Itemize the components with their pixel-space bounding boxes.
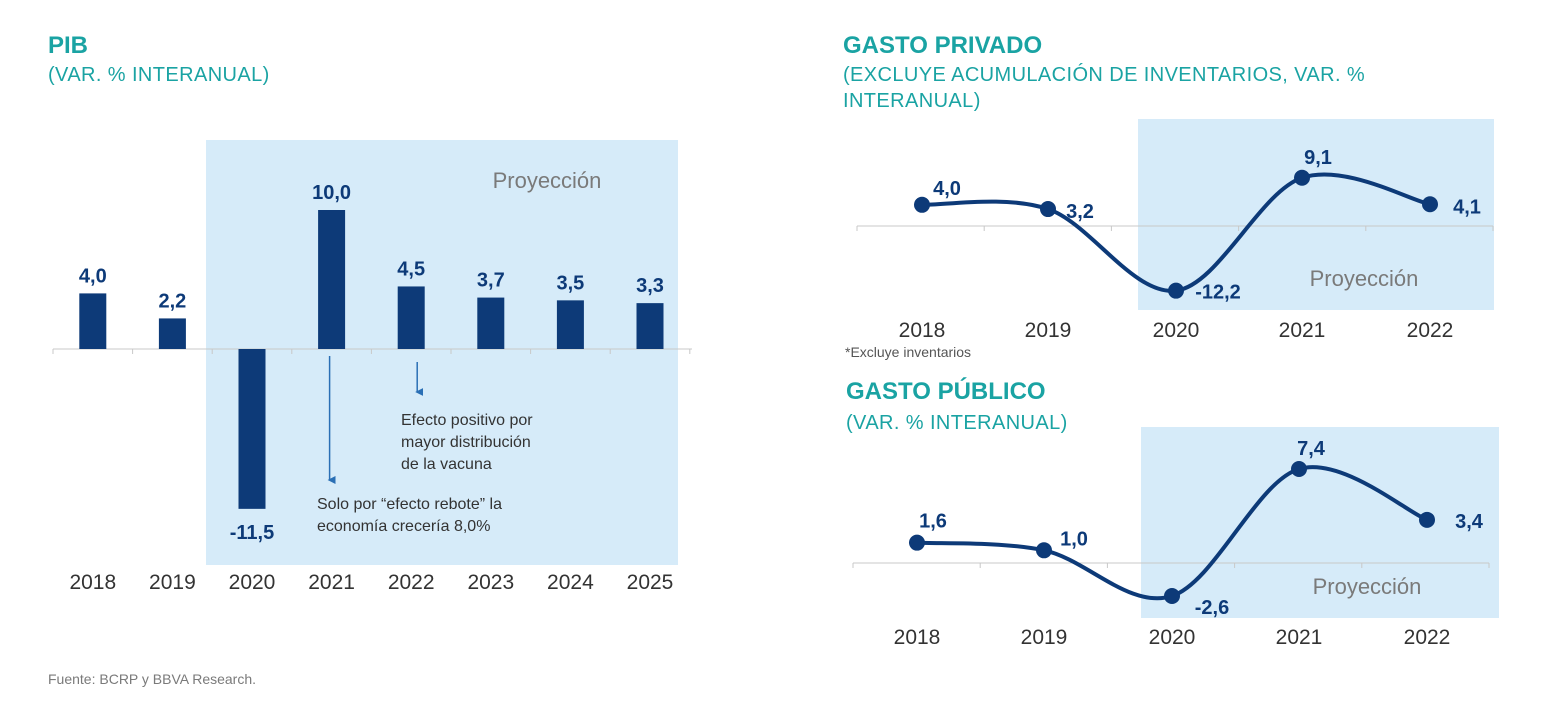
gasto-publico-title: GASTO PÚBLICO <box>846 378 1046 405</box>
gasto-privado-point-2018 <box>914 196 930 213</box>
pib-x-tick-2020: 2020 <box>229 571 276 594</box>
pib-data-label-2020: -11,5 <box>230 522 274 544</box>
gasto-privado-point-2020 <box>1168 282 1184 299</box>
gasto-publico-data-label-2022: 3,4 <box>1455 511 1484 533</box>
gasto-privado-x-tick-2022: 2022 <box>1407 319 1454 342</box>
gasto-privado-subtitle-line-1: (EXCLUYE ACUMULACIÓN DE INVENTARIOS, VAR… <box>843 64 1366 86</box>
gasto-publico-point-2019 <box>1036 542 1052 559</box>
pib-x-tick-2024: 2024 <box>547 571 594 594</box>
pib-data-label-2023: 3,7 <box>477 270 505 292</box>
pib-x-tick-2018: 2018 <box>69 571 116 594</box>
pib-bar-2023 <box>477 297 505 349</box>
pib-x-tick-2019: 2019 <box>149 571 196 594</box>
gasto-publico-projection-area <box>1141 427 1499 618</box>
gasto-privado-data-label-2020: -12,2 <box>1195 282 1241 304</box>
pib-annotation-2022-line: Efecto positivo por <box>401 412 533 429</box>
gasto-publico-x-tick-2020: 2020 <box>1149 626 1196 649</box>
pib-annotation-2021-line: economía crecería 8,0% <box>317 518 490 535</box>
pib-annotation-2022-line: mayor distribución <box>401 434 531 451</box>
gasto-publico-x-tick-2019: 2019 <box>1021 626 1068 649</box>
gasto-publico-data-label-2019: 1,0 <box>1060 528 1088 550</box>
gasto-privado-projection-label: Proyección <box>1310 266 1419 291</box>
gasto-publico-subtitle: (VAR. % INTERANUAL) <box>846 412 1068 434</box>
pib-x-tick-2021: 2021 <box>308 571 355 594</box>
gasto-privado-data-label-2022: 4,1 <box>1453 196 1481 218</box>
gasto-privado-point-2022 <box>1422 196 1438 213</box>
pib-x-tick-2025: 2025 <box>627 571 674 594</box>
gasto-privado-data-label-2018: 4,0 <box>933 178 961 200</box>
pib-bar-2025 <box>636 303 664 349</box>
pib-x-tick-2023: 2023 <box>467 571 514 594</box>
gasto-privado-x-tick-2020: 2020 <box>1153 319 1200 342</box>
gasto-publico-x-tick-2018: 2018 <box>894 626 941 649</box>
pib-x-tick-2022: 2022 <box>388 571 435 594</box>
pib-data-label-2024: 3,5 <box>556 272 584 294</box>
gasto-privado-title: GASTO PRIVADO <box>843 32 1043 59</box>
pib-data-label-2018: 4,0 <box>79 265 107 287</box>
gasto-privado-projection-area <box>1138 119 1494 310</box>
pib-title: PIB <box>48 32 89 59</box>
gasto-publico-data-label-2021: 7,4 <box>1297 438 1326 460</box>
pib-bar-2018 <box>79 293 107 349</box>
pib-subtitle: (VAR. % INTERANUAL) <box>48 64 270 86</box>
pib-bar-2022 <box>397 286 425 349</box>
source-note: Fuente: BCRP y BBVA Research. <box>48 671 257 687</box>
gasto-privado-x-tick-2021: 2021 <box>1279 319 1326 342</box>
pib-bar-2024 <box>556 300 584 349</box>
gasto-publico-data-label-2020: -2,6 <box>1195 597 1229 619</box>
gasto-publico-point-2021 <box>1291 461 1307 478</box>
gasto-privado-subtitle-line-2: INTERANUAL) <box>843 90 981 112</box>
pib-annotation-2022-line: de la vacuna <box>401 456 492 473</box>
footnote: *Excluye inventarios <box>845 344 972 360</box>
pib-data-label-2022: 4,5 <box>397 258 425 280</box>
pib-bar-2021 <box>318 210 346 349</box>
pib-projection-area <box>206 140 678 565</box>
gasto-privado-point-2019 <box>1040 201 1056 218</box>
pib-data-label-2025: 3,3 <box>636 275 664 297</box>
pib-annotation-2021-line: Solo por “efecto rebote” la <box>317 496 502 513</box>
gasto-privado-point-2021 <box>1294 169 1310 186</box>
gasto-publico-data-label-2018: 1,6 <box>919 511 947 533</box>
gasto-publico-point-2018 <box>909 534 925 551</box>
gasto-publico-projection-label: Proyección <box>1313 574 1422 599</box>
gasto-privado-x-tick-2018: 2018 <box>899 319 946 342</box>
pib-bar-2020 <box>238 349 266 509</box>
pib-projection-label: Proyección <box>493 168 602 193</box>
gasto-publico-point-2020 <box>1164 588 1180 605</box>
pib-bar-2019 <box>158 318 186 349</box>
gasto-publico-x-tick-2022: 2022 <box>1404 626 1451 649</box>
pib-data-label-2021: 10,0 <box>312 182 351 204</box>
pib-data-label-2019: 2,2 <box>158 290 186 312</box>
gasto-privado-data-label-2019: 3,2 <box>1066 201 1094 223</box>
gasto-privado-x-tick-2019: 2019 <box>1025 319 1072 342</box>
gasto-publico-x-tick-2021: 2021 <box>1276 626 1323 649</box>
gasto-privado-data-label-2021: 9,1 <box>1304 147 1332 169</box>
gasto-publico-point-2022 <box>1419 511 1435 528</box>
